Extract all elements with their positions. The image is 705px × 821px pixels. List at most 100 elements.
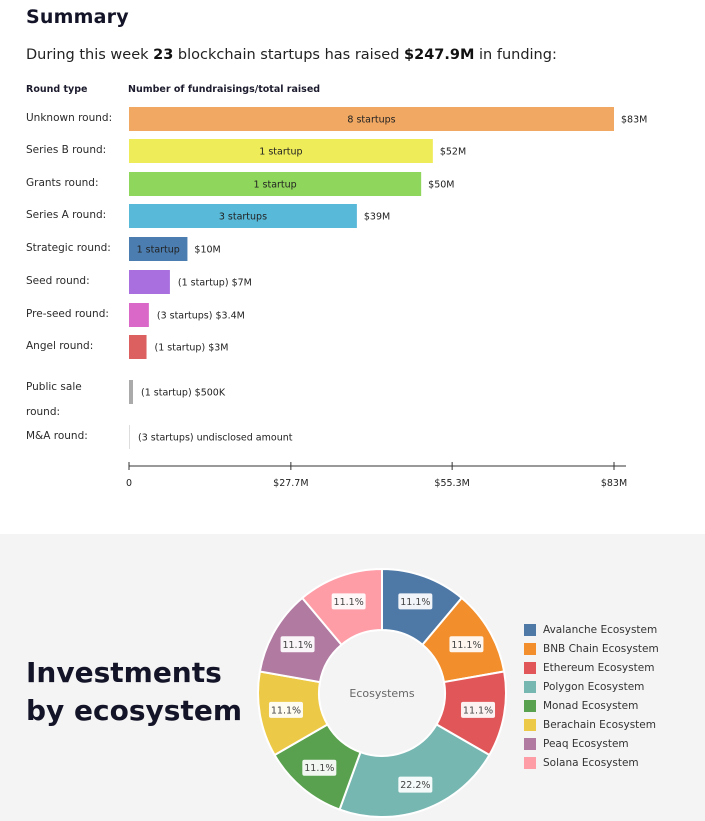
bar-amount-label: $500K <box>192 388 226 399</box>
bar-amount-label: $7M <box>229 278 252 289</box>
round-label: Strategic round: <box>26 242 111 254</box>
bar-amount-label: $50M <box>428 180 454 191</box>
legend-item: Monad Ecosystem <box>524 696 659 715</box>
slice-label-bg <box>398 593 433 610</box>
donut-legend: Avalanche Ecosystem BNB Chain Ecosystem Et… <box>524 620 659 772</box>
summary-intro: During this week 23 blockchain startups … <box>26 47 557 63</box>
bar-label: (1 startup) $500K <box>141 388 226 399</box>
round-label: Grants round: <box>26 177 99 189</box>
donut-center-label: Ecosystems <box>349 687 414 700</box>
legend-item: Ethereum Ecosystem <box>524 658 659 677</box>
intro-prefix: During this week <box>26 47 154 63</box>
bar-label: (1 startup) $3M <box>155 343 229 354</box>
legend-label: Ethereum Ecosystem <box>543 661 655 674</box>
bar-label: (3 startups) $3.4M <box>157 311 245 322</box>
slice-value-label: 11.1% <box>451 640 481 651</box>
bar <box>129 107 614 131</box>
slice-value-label: 11.1% <box>463 705 493 716</box>
bar-amount-label: $52M <box>440 147 466 158</box>
bar-amount-label: $10M <box>194 245 220 256</box>
ecosystem-title-line1: Investments <box>26 656 222 689</box>
bar <box>129 139 433 163</box>
round-label: Unknown round: <box>26 112 113 124</box>
legend-label: BNB Chain Ecosystem <box>543 642 659 655</box>
bar-startup-label: (3 startups) <box>157 311 213 322</box>
bar <box>129 380 133 404</box>
slice-value-label: 22.2% <box>400 780 430 791</box>
x-tick-label: $55.3M <box>434 478 469 489</box>
legend-item: Berachain Ecosystem <box>524 715 659 734</box>
legend-label: Berachain Ecosystem <box>543 718 656 731</box>
bar-label: (3 startups) undisclosed amount <box>138 433 293 444</box>
slice-label-bg <box>449 636 484 653</box>
legend-swatch <box>524 661 536 674</box>
round-label: Series B round: <box>26 144 107 156</box>
legend-item: BNB Chain Ecosystem <box>524 639 659 658</box>
slice-value-label: 11.1% <box>400 597 430 608</box>
slice-label-bg <box>331 593 366 610</box>
bar-amount-label: $83M <box>621 115 647 126</box>
legend-label: Polygon Ecosystem <box>543 680 645 693</box>
bar-startup-label: 1 startup <box>137 245 180 256</box>
bar-amount-label: $3.4M <box>212 311 244 322</box>
round-label: M&A round: <box>26 430 88 442</box>
slice-value-label: 11.1% <box>271 705 301 716</box>
startup-count: 23 <box>153 47 174 63</box>
round-label: Angel round: <box>26 340 94 352</box>
legend-item: Polygon Ecosystem <box>524 677 659 696</box>
bar <box>129 425 130 449</box>
bar-amount-label: undisclosed amount <box>194 433 293 444</box>
bar-amount-label: $39M <box>364 212 390 223</box>
column-header-round-type: Round type <box>26 84 88 95</box>
bar-startup-label: (1 startup) <box>155 343 206 354</box>
legend-label: Monad Ecosystem <box>543 699 639 712</box>
bar <box>129 335 147 359</box>
ecosystem-title: Investments by ecosystem <box>26 654 242 730</box>
bar-startup-label: (1 startup) <box>178 278 229 289</box>
bar-startup-label: 1 startup <box>259 147 302 158</box>
slice-label-bg <box>280 636 315 653</box>
donut-slice <box>338 723 491 818</box>
legend-item: Solana Ecosystem <box>524 753 659 772</box>
x-tick-label: 0 <box>126 478 132 489</box>
ecosystem-title-line2: by ecosystem <box>26 694 243 727</box>
column-header-fundraisings: Number of fundraisings/total raised <box>128 84 321 95</box>
summary-title: Summary <box>26 6 129 28</box>
legend-item: Peaq Ecosystem <box>524 734 659 753</box>
total-raised: $247.9M <box>404 47 475 63</box>
bar-startup-label: 8 startups <box>347 115 395 126</box>
bar-startup-label: 1 startup <box>253 180 296 191</box>
legend-item: Avalanche Ecosystem <box>524 620 659 639</box>
round-label: Series A round: <box>26 209 107 221</box>
legend-label: Avalanche Ecosystem <box>543 623 658 636</box>
bar-chart: 8 startups $83M 1 startup $52M 1 startup $50M… <box>126 107 647 489</box>
round-label: Pre-seed round: <box>26 308 109 320</box>
legend-swatch <box>524 680 536 693</box>
legend-swatch <box>524 756 536 769</box>
slice-value-label: 11.1% <box>282 640 312 651</box>
round-label: Seed round: <box>26 275 90 287</box>
intro-suffix: in funding: <box>474 47 557 63</box>
bar <box>129 237 188 261</box>
slice-label-bg <box>302 759 337 776</box>
bar-startup-label: (1 startup) <box>141 388 192 399</box>
slice-label-bg <box>398 776 433 793</box>
x-tick-label: $27.7M <box>273 478 308 489</box>
bar <box>129 270 170 294</box>
slice-value-label: 11.1% <box>304 763 334 774</box>
slice-label-bg <box>268 701 303 718</box>
bar-amount-label: $3M <box>205 343 228 354</box>
legend-swatch <box>524 642 536 655</box>
slice-value-label: 11.1% <box>334 597 364 608</box>
legend-label: Peaq Ecosystem <box>543 737 629 750</box>
legend-swatch <box>524 737 536 750</box>
round-label: Public sale round: <box>26 381 82 418</box>
x-tick-label: $83M <box>601 478 627 489</box>
bar <box>129 172 422 196</box>
bar-label: (1 startup) $7M <box>178 278 252 289</box>
legend-swatch <box>524 699 536 712</box>
bar <box>129 204 357 228</box>
bar-startup-label: (3 startups) <box>138 433 194 444</box>
intro-middle: blockchain startups has raised <box>173 47 405 63</box>
